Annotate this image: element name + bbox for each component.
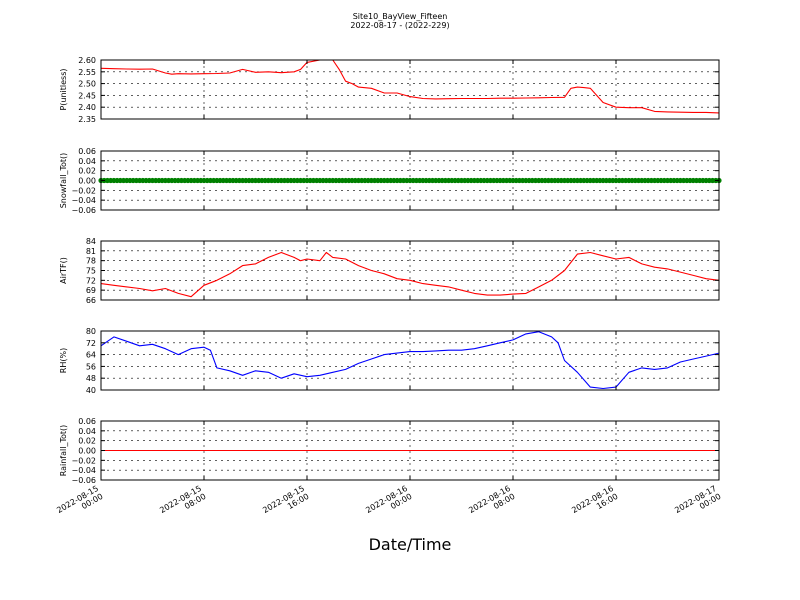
y-tick-label: 0.02 (78, 167, 96, 176)
x-tick-labels: 2022-08-1500:00 2022-08-1508:00 2022-08-15… (55, 484, 722, 523)
y-tick-label: −0.02 (71, 186, 96, 195)
y-tick-label: 0.04 (78, 157, 96, 166)
x-tick-label: 2022-08-1608:00 (467, 484, 516, 523)
series-line-0 (100, 59, 720, 114)
x-tick-label: 2022-08-1700:00 (673, 484, 722, 523)
x-tick-label: 2022-08-1616:00 (570, 484, 619, 523)
y-tick-label: 2.45 (78, 91, 96, 100)
y-axis-label: Rainfall_Tot() (59, 425, 68, 477)
y-tick-label: 72 (86, 339, 96, 348)
y-axis-label: RH(%) (59, 348, 68, 373)
y-tick-label: 0.06 (78, 417, 96, 426)
y-axis-label: P(unitless) (59, 68, 68, 110)
panel-4: −0.06−0.04−0.020.000.020.040.06 Rainfall_… (59, 417, 720, 485)
y-tick-label: 69 (86, 286, 96, 295)
y-tick-label: 2.40 (78, 103, 96, 112)
y-tick-label: 40 (86, 386, 96, 395)
y-tick-label: 0.00 (78, 447, 96, 456)
y-tick-label: 72 (86, 276, 96, 285)
chart-title: Site10_BayView_Fifteen (353, 12, 448, 21)
y-tick-label: 2.50 (78, 80, 96, 89)
y-tick-label: 0.02 (78, 437, 96, 446)
y-tick-label: −0.06 (71, 206, 96, 215)
y-tick-label: 56 (86, 362, 96, 371)
chart-subtitle: 2022-08-17 - (2022-229) (350, 21, 449, 30)
y-tick-label: 81 (86, 247, 96, 256)
y-tick-label: 2.35 (78, 115, 96, 124)
x-tick-label: 2022-08-1516:00 (261, 484, 310, 523)
y-tick-label: 64 (86, 351, 96, 360)
y-tick-label: 78 (86, 257, 96, 266)
y-tick-label: 2.55 (78, 68, 96, 77)
panel-0: 2.35 2.40 2.45 2.50 2.55 2.60 P(unitless) (59, 56, 720, 124)
x-tick-label: 2022-08-1600:00 (364, 484, 413, 523)
plot-frame (100, 240, 720, 301)
series-0 (98, 177, 722, 184)
y-tick-label: 80 (86, 327, 96, 336)
x-axis-label: Date/Time (369, 535, 452, 554)
plot-frame (100, 330, 720, 391)
plot-frame (100, 59, 720, 120)
x-tick-label: 2022-08-1500:00 (55, 484, 104, 523)
panel-3: 40 48 56 64 72 80 RH(%) (59, 327, 720, 395)
y-tick-label: 0.06 (78, 147, 96, 156)
y-tick-label: 0.00 (78, 177, 96, 186)
y-tick-label: 48 (86, 374, 96, 383)
y-tick-label: −0.04 (71, 196, 96, 205)
y-tick-label: 0.04 (78, 427, 96, 436)
x-tick-label: 2022-08-1508:00 (158, 484, 207, 523)
y-axis-label: AirTF() (59, 257, 68, 284)
y-tick-label: 66 (86, 296, 96, 305)
series-line-0 (100, 251, 720, 298)
y-tick-label: 84 (86, 237, 96, 246)
y-axis-label: Snowfall_Tot() (59, 153, 68, 209)
y-tick-label: 75 (86, 267, 96, 276)
panels: 2.35 2.40 2.45 2.50 2.55 2.60 P(unitless) −0.06… (59, 56, 722, 485)
y-tick-label: −0.06 (71, 476, 96, 485)
panel-1: −0.06−0.04−0.020.000.020.040.06 Snowfall_… (59, 147, 722, 215)
y-tick-label: 2.60 (78, 56, 96, 65)
series-line-0 (100, 331, 720, 390)
y-tick-label: −0.04 (71, 466, 96, 475)
y-tick-label: −0.02 (71, 456, 96, 465)
